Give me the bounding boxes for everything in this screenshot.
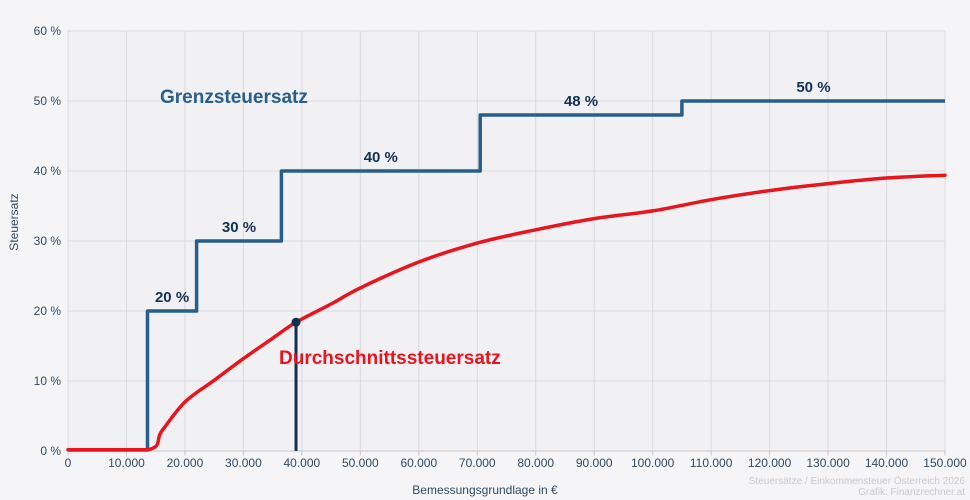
y-axis-title: Steuersatz xyxy=(7,193,21,251)
x-tick-label: 10.000 xyxy=(108,456,145,470)
marginal-rate-step-line xyxy=(68,99,945,452)
step-rate-label: 50 % xyxy=(796,79,830,96)
series-label-grenzsteuersatz: Grenzsteuersatz xyxy=(160,87,308,108)
series-label-durchschnittssteuersatz: Durchschnittssteuersatz xyxy=(279,348,501,369)
x-tick-label: 100.000 xyxy=(631,456,675,470)
x-tick-label: 80.000 xyxy=(517,456,554,470)
x-tick-label: 30.000 xyxy=(225,456,262,470)
x-axis-title: Bemessungsgrundlage in € xyxy=(412,483,558,497)
step-rate-label: 20 % xyxy=(155,289,189,306)
x-tick-label: 0 xyxy=(65,456,72,470)
x-tick-label: 120.000 xyxy=(748,456,792,470)
y-tick-label: 0 % xyxy=(40,444,61,458)
attribution: Steuersätze / Einkommensteuer Österreich… xyxy=(749,476,965,498)
x-tick-label: 40.000 xyxy=(284,456,321,470)
average-rate-curve xyxy=(66,173,947,452)
step-rate-label: 48 % xyxy=(564,93,598,110)
x-tick-label: 110.000 xyxy=(690,456,733,470)
x-tick-label: 20.000 xyxy=(167,456,204,470)
marker-dot xyxy=(291,317,301,327)
x-tick-label: 130.000 xyxy=(806,456,850,470)
x-tick-label: 50.000 xyxy=(342,456,379,470)
x-tick-label: 70.000 xyxy=(459,456,496,470)
step-rate-label: 40 % xyxy=(364,149,398,166)
y-tick-label: 30 % xyxy=(34,234,62,248)
y-tick-label: 50 % xyxy=(34,94,62,108)
x-tick-label: 140.000 xyxy=(865,456,909,470)
y-tick-label: 60 % xyxy=(34,24,62,38)
x-tick-label: 90.000 xyxy=(576,456,613,470)
x-tick-label: 60.000 xyxy=(400,456,437,470)
attribution-line-1: Steuersätze / Einkommensteuer Österreich… xyxy=(748,476,965,487)
attribution-line-2: Grafik: Finanzrechner.at xyxy=(858,487,965,498)
x-tick-label: 150.000 xyxy=(923,456,967,470)
y-tick-label: 40 % xyxy=(34,164,62,178)
y-tick-label: 20 % xyxy=(34,304,62,318)
y-tick-label: 10 % xyxy=(34,374,62,388)
step-rate-label: 30 % xyxy=(222,219,256,236)
